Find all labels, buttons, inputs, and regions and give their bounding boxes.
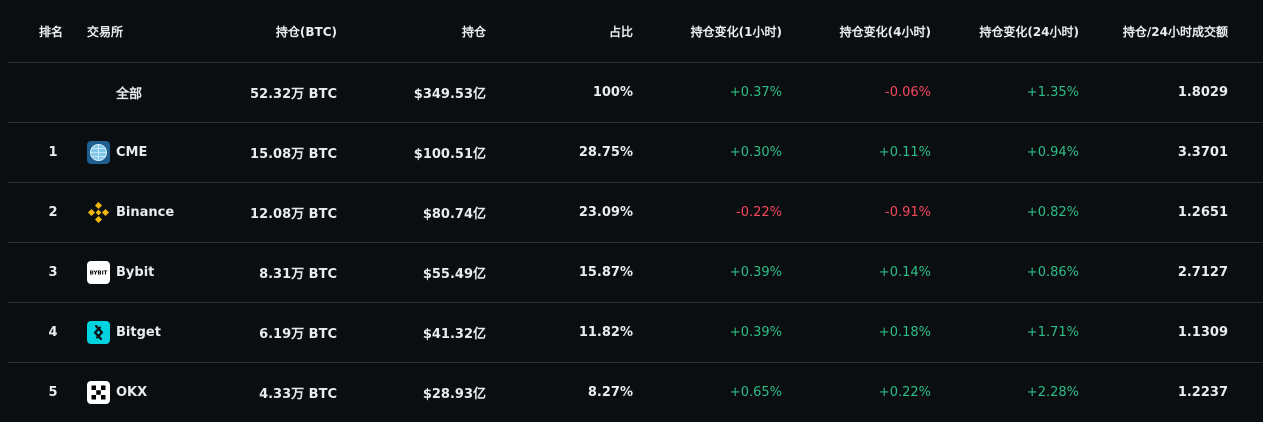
header-rank[interactable]: 排名 xyxy=(39,24,64,39)
share: 23.09% xyxy=(578,205,633,220)
oi-usd: $80.74亿 xyxy=(422,207,486,222)
exchange-cell[interactable]: Bitget xyxy=(87,303,237,362)
table-row[interactable]: 2 Binance 12.08万 BTC $80.74亿 23.09% -0.2… xyxy=(8,183,1263,243)
exchange-name[interactable]: OKX xyxy=(116,385,148,400)
header-oi-volume-ratio[interactable]: 持仓/24小时成交额 xyxy=(1122,24,1228,39)
oi-usd: $28.93亿 xyxy=(422,387,486,402)
row-rank: 2 xyxy=(48,205,58,220)
share: 11.82% xyxy=(578,325,633,340)
header-oi-btc[interactable]: 持仓(BTC) xyxy=(275,24,337,39)
row-rank: 4 xyxy=(48,325,58,340)
table-row[interactable]: 4 Bitget 6.19万 BTC $41.32亿 11.82% +0.39%… xyxy=(8,303,1263,363)
total-oi-volume-ratio: 1.8029 xyxy=(1177,85,1228,100)
total-change-1h: +0.37% xyxy=(729,85,782,100)
change-4h: +0.22% xyxy=(878,385,931,400)
header-change-1h[interactable]: 持仓变化(1小时) xyxy=(690,24,782,39)
row-rank: 5 xyxy=(48,385,58,400)
header-oi[interactable]: 持仓 xyxy=(461,24,486,39)
exchange-name[interactable]: Bybit xyxy=(116,265,155,280)
oi-btc: 6.19万 BTC xyxy=(259,327,337,342)
change-1h: +0.39% xyxy=(729,325,782,340)
svg-text:BYBIT: BYBIT xyxy=(90,271,108,277)
total-change-24h: +1.35% xyxy=(1026,85,1079,100)
header-share[interactable]: 占比 xyxy=(608,24,633,39)
total-share: 100% xyxy=(592,85,633,100)
oi-usd: $55.49亿 xyxy=(422,267,486,282)
exchange-cell[interactable]: OKX xyxy=(87,363,237,422)
change-1h: -0.22% xyxy=(736,205,782,220)
total-oi-btc: 52.32万 BTC xyxy=(250,87,337,102)
change-1h: +0.30% xyxy=(729,145,782,160)
share: 28.75% xyxy=(578,145,633,160)
oi-volume-ratio: 2.7127 xyxy=(1177,265,1228,280)
exchange-name[interactable]: Binance xyxy=(116,205,175,220)
bitget-logo-icon xyxy=(87,321,110,344)
change-24h: +2.28% xyxy=(1026,385,1079,400)
table-row-total: 全部 52.32万 BTC $349.53亿 100% +0.37% -0.06… xyxy=(8,63,1263,123)
change-24h: +1.71% xyxy=(1026,325,1079,340)
change-24h: +0.94% xyxy=(1026,145,1079,160)
table-row[interactable]: 5 OKX 4.33万 BTC $28.93亿 8.27% +0.65% +0.… xyxy=(8,363,1263,422)
change-24h: +0.82% xyxy=(1026,205,1079,220)
exchange-cell[interactable]: CME xyxy=(87,123,237,182)
share: 8.27% xyxy=(587,385,633,400)
total-change-4h: -0.06% xyxy=(885,85,931,100)
row-rank: 3 xyxy=(48,265,58,280)
change-1h: +0.39% xyxy=(729,265,782,280)
total-label: 全部 xyxy=(116,87,143,102)
header-change-4h[interactable]: 持仓变化(4小时) xyxy=(839,24,931,39)
oi-volume-ratio: 1.2237 xyxy=(1177,385,1228,400)
oi-usd: $41.32亿 xyxy=(422,327,486,342)
oi-volume-ratio: 1.1309 xyxy=(1177,325,1228,340)
change-4h: +0.11% xyxy=(878,145,931,160)
exchange-name[interactable]: CME xyxy=(116,145,148,160)
oi-btc: 15.08万 BTC xyxy=(250,147,337,162)
binance-logo-icon xyxy=(87,201,110,224)
oi-usd: $100.51亿 xyxy=(413,147,486,162)
change-4h: +0.18% xyxy=(878,325,931,340)
change-4h: +0.14% xyxy=(878,265,931,280)
cme-logo-icon xyxy=(87,141,110,164)
row-rank: 1 xyxy=(48,145,58,160)
change-1h: +0.65% xyxy=(729,385,782,400)
share: 15.87% xyxy=(578,265,633,280)
change-24h: +0.86% xyxy=(1026,265,1079,280)
total-oi: $349.53亿 xyxy=(413,87,486,102)
table-header: 排名 交易所 持仓(BTC) 持仓 占比 持仓变化(1小时) 持仓变化(4小时)… xyxy=(8,0,1263,63)
table-row[interactable]: 3 BYBIT Bybit 8.31万 BTC $55.49亿 15.87% +… xyxy=(8,243,1263,303)
header-change-24h[interactable]: 持仓变化(24小时) xyxy=(979,24,1079,39)
table-row[interactable]: 1 CME 15.08万 BTC $100.51亿 28.75% +0.30% … xyxy=(8,123,1263,183)
bybit-logo-icon: BYBIT xyxy=(87,261,110,284)
header-exchange[interactable]: 交易所 xyxy=(87,24,124,39)
oi-btc: 4.33万 BTC xyxy=(259,387,337,402)
exchange-cell[interactable]: BYBIT Bybit xyxy=(87,243,237,302)
exchange-cell[interactable]: Binance xyxy=(87,183,237,242)
okx-logo-icon xyxy=(87,381,110,404)
oi-volume-ratio: 3.3701 xyxy=(1177,145,1228,160)
oi-volume-ratio: 1.2651 xyxy=(1177,205,1228,220)
oi-btc: 8.31万 BTC xyxy=(259,267,337,282)
exchange-name[interactable]: Bitget xyxy=(116,325,161,340)
open-interest-table: 排名 交易所 持仓(BTC) 持仓 占比 持仓变化(1小时) 持仓变化(4小时)… xyxy=(8,0,1263,422)
change-4h: -0.91% xyxy=(885,205,931,220)
oi-btc: 12.08万 BTC xyxy=(250,207,337,222)
